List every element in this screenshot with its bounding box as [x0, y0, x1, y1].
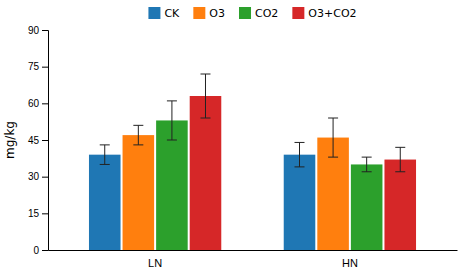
bar	[284, 155, 316, 250]
y-tick-label: 30	[28, 171, 40, 182]
error-bar	[295, 142, 305, 166]
y-tick-label: 90	[28, 25, 40, 36]
y-tick-label: 45	[28, 135, 40, 146]
legend-item: O3+CO2	[292, 7, 356, 20]
legend-item: CO2	[239, 7, 278, 20]
legend-label: O3+CO2	[308, 7, 356, 20]
legend-item: O3	[193, 7, 225, 20]
y-tick-label: 15	[28, 208, 40, 219]
y-axis-title: mg/kg	[3, 121, 17, 159]
error-bar	[395, 147, 405, 171]
legend-swatch	[148, 7, 160, 19]
y-tick-label: 0	[33, 245, 39, 256]
x-tick: LN	[148, 257, 162, 269]
legend-swatch	[239, 7, 251, 19]
legend-item: CK	[148, 7, 180, 20]
bar	[190, 96, 222, 250]
error-bar	[167, 101, 177, 140]
y-tick: 90	[28, 25, 48, 36]
y-tick-mark	[42, 250, 48, 251]
y-tick: 30	[28, 171, 48, 182]
chart: 0 15 30 45 60 75 90 LN HN mg/kg CK O3 CO2 O3+CO2	[0, 0, 469, 276]
legend-label: CO2	[255, 7, 278, 20]
bars	[89, 74, 416, 250]
y-tick-mark	[42, 103, 48, 104]
legend-swatch	[193, 7, 205, 19]
legend-label: O3	[209, 7, 225, 20]
y-axis-line	[42, 31, 49, 251]
y-tick: 60	[28, 98, 48, 109]
y-tick: 0	[33, 245, 48, 256]
x-tick-label: LN	[148, 257, 162, 269]
error-bar	[100, 145, 110, 165]
y-tick-label: 75	[28, 61, 40, 72]
y-tick-mark	[42, 177, 48, 178]
legend: CK O3 CO2 O3+CO2	[148, 7, 356, 20]
y-tick-label: 60	[28, 98, 40, 109]
plot: 0 15 30 45 60 75 90 LN HN	[28, 25, 458, 269]
error-bar	[362, 157, 372, 172]
y-tick: 75	[28, 61, 48, 72]
error-bar	[200, 74, 210, 118]
x-axis: LN HN	[49, 251, 458, 269]
bar	[89, 155, 121, 250]
y-tick-mark	[42, 140, 48, 141]
y-tick: 45	[28, 135, 48, 146]
x-tick: HN	[342, 257, 358, 269]
bar	[351, 164, 383, 250]
error-bar	[328, 118, 338, 157]
legend-label: CK	[164, 7, 180, 20]
error-bar	[133, 125, 143, 145]
legend-swatch	[292, 7, 304, 19]
y-axis: 0 15 30 45 60 75 90	[28, 25, 49, 256]
y-tick: 15	[28, 208, 48, 219]
x-tick-label: HN	[342, 257, 358, 269]
y-tick-mark	[42, 67, 48, 68]
y-tick-mark	[42, 213, 48, 214]
bar	[384, 160, 416, 250]
x-axis-line	[49, 250, 458, 251]
bar	[123, 135, 155, 250]
y-tick-mark	[42, 30, 48, 31]
